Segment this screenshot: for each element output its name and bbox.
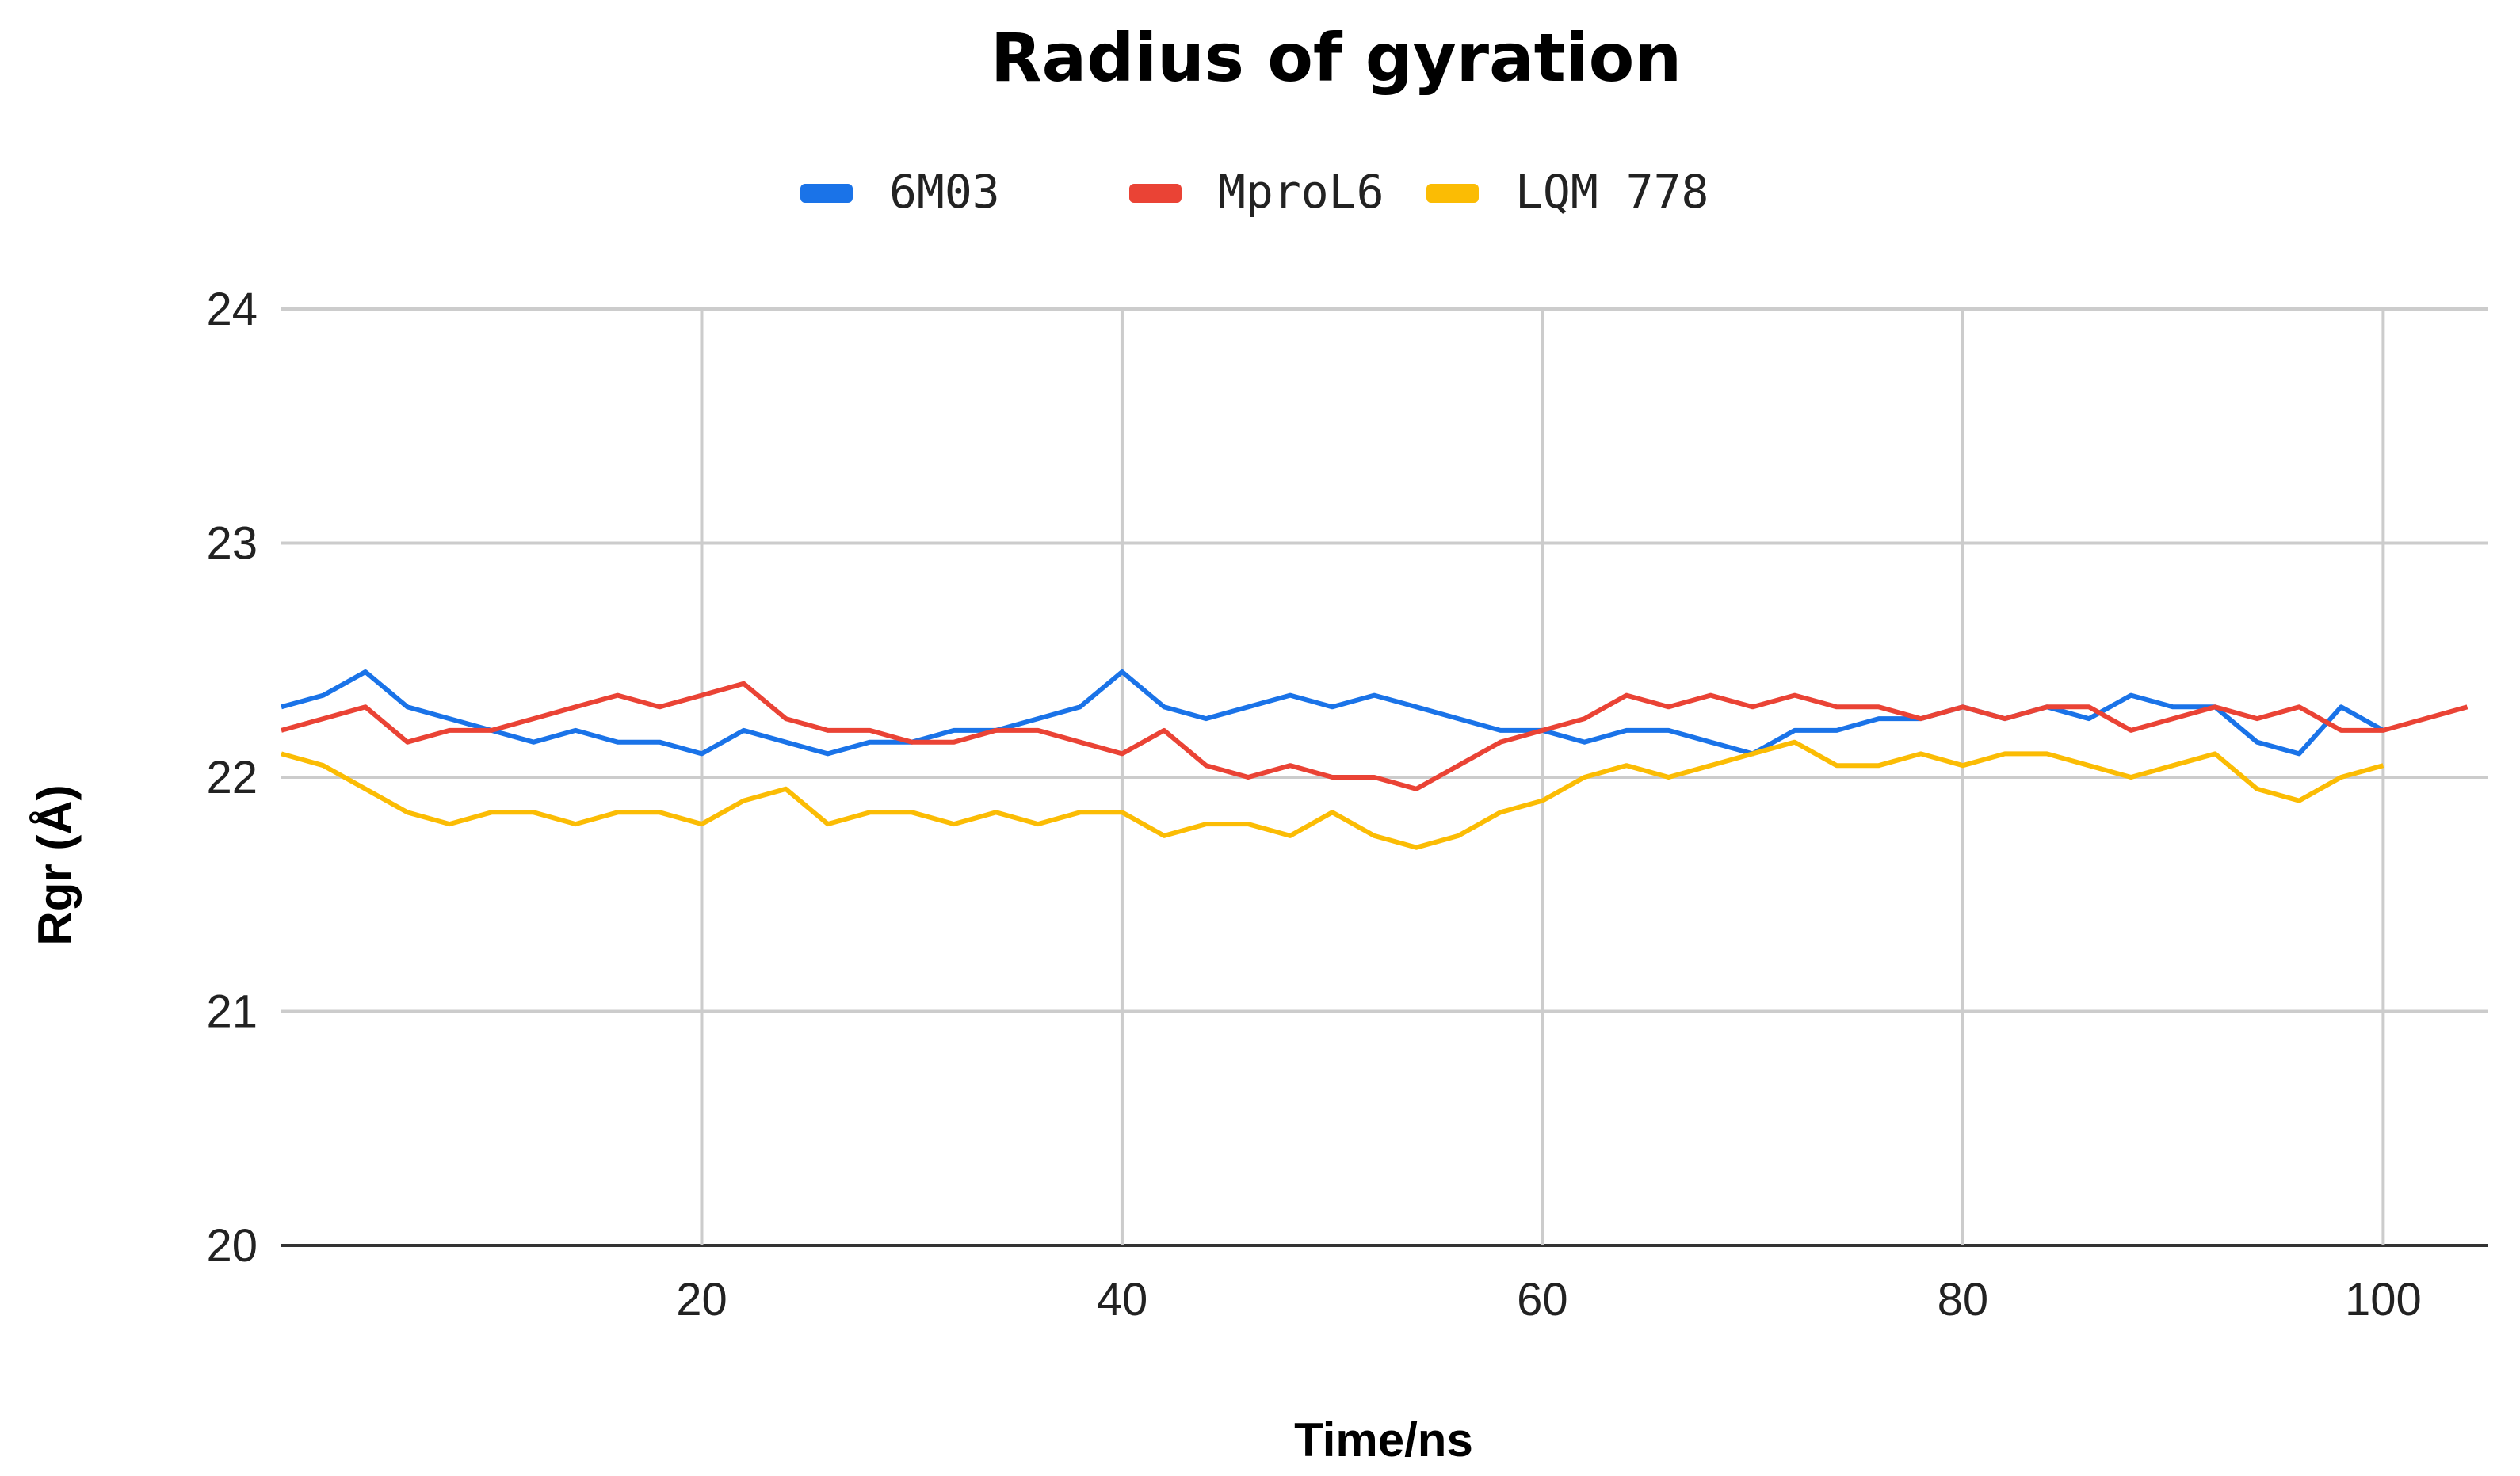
series-line-6m03	[281, 669, 2384, 757]
legend-swatch	[800, 184, 853, 203]
x-tick-label: 20	[676, 1274, 727, 1325]
series-lines	[281, 669, 2468, 850]
y-axis-label: Rgr (Å)	[29, 784, 82, 945]
legend-swatch	[1426, 184, 1479, 203]
series-line-lqm-778	[281, 739, 2384, 850]
y-tick-label: 23	[206, 518, 258, 570]
x-tick-label: 60	[1517, 1274, 1568, 1325]
legend-swatch	[1129, 184, 1182, 203]
y-tick-label: 22	[206, 752, 258, 803]
x-tick-label: 40	[1097, 1274, 1148, 1325]
legend-label: 6M03	[889, 165, 1000, 219]
series-line-mprol6	[281, 681, 2468, 791]
x-axis-label: Time/ns	[1294, 1413, 1473, 1466]
axis-ticks: 20 21 22 23 24 20 40 60 80 100	[206, 284, 2421, 1325]
y-tick-label: 20	[206, 1220, 258, 1272]
y-tick-label: 24	[206, 284, 258, 335]
legend-label: MproL6	[1218, 165, 1384, 219]
x-tick-label: 80	[1938, 1274, 1989, 1325]
legend-label: LQM 778	[1515, 165, 1709, 219]
x-tick-label: 100	[2345, 1274, 2422, 1325]
gridlines	[281, 307, 2488, 1247]
y-tick-label: 21	[206, 986, 258, 1038]
legend: 6M03 MproL6 LQM 778	[800, 165, 1709, 219]
chart-title: Radius of gyration	[991, 19, 1682, 97]
